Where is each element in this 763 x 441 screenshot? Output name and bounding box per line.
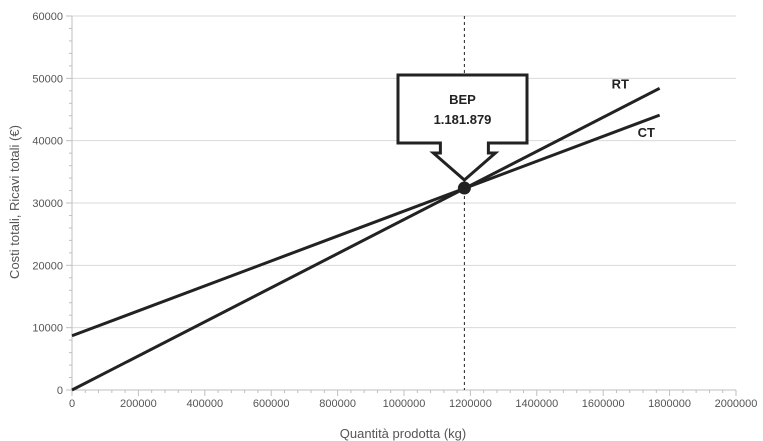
- y-tick-30000: 30000: [32, 198, 63, 210]
- callout-value: 1.181.879: [434, 112, 492, 127]
- series-label-rt: RT: [612, 76, 629, 91]
- series-label-ct: CT: [638, 125, 655, 140]
- callout-box: [396, 73, 529, 183]
- y-tick-50000: 50000: [32, 73, 63, 85]
- x-tick-800000: 800000: [319, 398, 356, 410]
- x-tick-600000: 600000: [253, 398, 290, 410]
- x-axis-title: Quantità prodotta (kg): [340, 426, 466, 441]
- x-tick-1800000: 1800000: [648, 398, 691, 410]
- y-tick-10000: 10000: [32, 323, 63, 335]
- y-tick-40000: 40000: [32, 136, 63, 148]
- axes: [66, 15, 737, 396]
- y-tick-20000: 20000: [32, 260, 63, 272]
- x-tick-1600000: 1600000: [582, 398, 625, 410]
- series-lines: [71, 86, 661, 392]
- x-tick-400000: 400000: [186, 398, 223, 410]
- series-labels: RT CT: [612, 76, 655, 140]
- x-tick-200000: 200000: [120, 398, 157, 410]
- y-axis-title: Costi totali, Ricavi totali (€): [7, 125, 22, 279]
- y-tick-60000: 60000: [32, 11, 63, 23]
- x-tick-1400000: 1400000: [515, 398, 558, 410]
- gridlines: [72, 15, 736, 329]
- series-line-ct: [71, 113, 661, 338]
- bep-callout: BEP 1.181.879: [396, 73, 529, 195]
- x-tick-1000000: 1000000: [383, 398, 426, 410]
- y-tick-0: 0: [57, 385, 63, 397]
- x-tick-0: 0: [69, 398, 75, 410]
- break-even-point: [457, 181, 471, 195]
- x-tick-labels: 0 200000 400000 600000 800000 1000000 1200000 1…: [69, 398, 757, 410]
- x-tick-2000000: 2000000: [715, 398, 758, 410]
- x-tick-1200000: 1200000: [449, 398, 492, 410]
- series-line-rt: [71, 86, 661, 392]
- callout-label: BEP: [449, 92, 476, 107]
- y-tick-labels: 0 10000 20000 30000 40000 50000 60000: [32, 11, 63, 397]
